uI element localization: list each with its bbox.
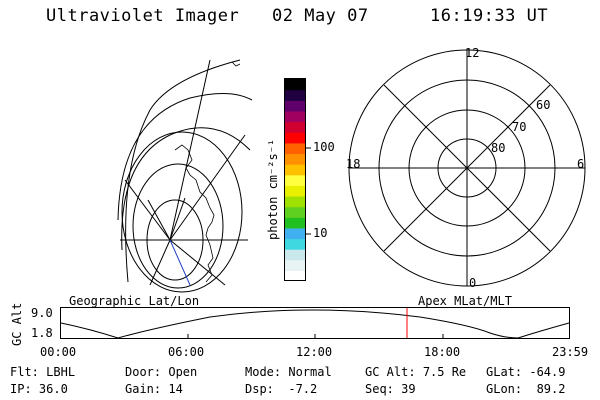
polar-meridian — [383, 84, 551, 252]
colorbar-stripe — [285, 79, 305, 91]
colorbar-stripe — [285, 121, 305, 133]
status-filter-label: Flt: — [10, 365, 39, 379]
map-lat-ring — [121, 131, 243, 293]
status-gain-label: Gain: — [125, 382, 162, 396]
status-ip: IP: 36.0 — [10, 382, 68, 396]
mlt-label-6: 6 — [577, 157, 585, 171]
colorbar-stripe — [285, 110, 305, 123]
status-gain: Gain: 14 — [125, 382, 183, 396]
colorbar-stripe — [285, 142, 305, 155]
status-dsp: Dsp: -7.2 — [245, 382, 317, 396]
colorbar-stripe — [285, 132, 305, 144]
status-seq: Seq: 39 — [365, 382, 416, 396]
status-seq-label: Seq: — [365, 382, 394, 396]
colorbar-stripe — [285, 185, 305, 197]
status-ip-value: 36.0 — [38, 382, 68, 396]
colorbar-stripe — [285, 238, 305, 250]
colorbar-stripe — [285, 164, 305, 176]
coastline — [174, 144, 215, 283]
status-ip-label: IP: — [10, 382, 32, 396]
status-gain-value: 14 — [168, 382, 183, 396]
colorbar-tick-10: 10 — [313, 226, 328, 240]
timeline-right-label: Apex MLat/MLT — [418, 294, 512, 308]
timeline-frame — [60, 307, 570, 339]
status-gc-alt-value: 7.5 Re — [422, 365, 467, 379]
mlt-label-12: 12 — [465, 46, 480, 60]
status-filter-value: LBHL — [46, 365, 76, 379]
colorbar-stripe — [285, 259, 305, 271]
status-dsp-value: -7.2 — [288, 382, 318, 396]
status-seq-value: 39 — [401, 382, 416, 396]
colorbar-frame — [284, 78, 306, 281]
status-glat: GLat: -64.9 — [486, 365, 565, 379]
status-filter: Flt: LBHL — [10, 365, 75, 379]
timeline-left-label: Geographic Lat/Lon — [69, 294, 200, 308]
status-glat-value: -64.9 — [529, 365, 566, 379]
mlt-label-0: 0 — [469, 276, 477, 290]
map-lat-ring — [132, 163, 224, 289]
timeline-xtick-1: 06:00 — [168, 345, 205, 359]
status-dsp-label: Dsp: — [245, 382, 274, 396]
altitude-timeline — [60, 307, 570, 339]
colorbar-tick-100: 100 — [313, 140, 335, 154]
header-date: 02 May 07 — [272, 6, 369, 26]
status-mode-label: Mode: — [245, 365, 282, 379]
map-meridian — [169, 134, 246, 241]
altitude-curve — [60, 309, 570, 339]
timeline-xtick-0: 00:00 — [40, 345, 77, 359]
colorbar-unit-label: photon cm⁻²s⁻¹ — [266, 138, 280, 240]
map-meridian — [124, 179, 171, 241]
colorbar-stripe — [285, 100, 305, 112]
lat-label-80: 80 — [491, 141, 506, 155]
status-door: Door: Open — [125, 365, 197, 379]
colorbar-stripe — [285, 153, 305, 165]
coastline — [231, 61, 241, 67]
timeline-xtick-3: 18:00 — [424, 345, 461, 359]
status-door-label: Door: — [125, 365, 162, 379]
status-gc-alt: GC Alt: 7.5 Re — [365, 365, 466, 379]
colorbar-stripe — [285, 206, 305, 218]
timeline-ytick-low: 1.8 — [31, 326, 53, 340]
status-glon: GLon: 89.2 — [486, 382, 565, 396]
map-lat-ring — [117, 92, 253, 221]
timeline-xtick-4: 23:59 — [552, 345, 589, 359]
colorbar-stripe — [285, 195, 305, 208]
status-mode: Mode: Normal — [245, 365, 332, 379]
map-meridian — [169, 197, 186, 241]
colorbar-stripe — [285, 89, 305, 101]
map-meridian — [149, 239, 171, 286]
instrument-title: Ultraviolet Imager — [46, 6, 240, 26]
status-glon-value: 89.2 — [536, 382, 566, 396]
colorbar-stripe — [285, 174, 305, 186]
map-lat-ring — [125, 59, 241, 283]
lat-label-70: 70 — [512, 120, 527, 134]
mlt-label-18: 18 — [346, 157, 361, 171]
map-meridian — [147, 199, 171, 241]
colorbar-stripe — [285, 270, 305, 282]
status-gc-alt-label: GC Alt: — [365, 365, 416, 379]
lat-label-60: 60 — [536, 98, 551, 112]
colorbar-stripe — [285, 249, 305, 261]
colorbar-stripe — [285, 217, 305, 229]
polar-plot — [348, 49, 586, 287]
status-door-value: Open — [168, 365, 198, 379]
header-time: 16:19:33 UT — [430, 6, 549, 26]
status-glon-label: GLon: — [486, 382, 523, 396]
status-glat-label: GLat: — [486, 365, 523, 379]
map-meridian — [169, 59, 211, 241]
map-trace-line — [169, 239, 191, 286]
colorbar — [284, 78, 311, 282]
map-lat-ring — [121, 127, 251, 251]
status-mode-value: Normal — [288, 365, 332, 379]
map-meridian — [169, 239, 226, 286]
timeline-y-axis-label: GC Alt — [10, 302, 24, 346]
timeline-ytick-high: 9.0 — [31, 306, 53, 320]
colorbar-stripe — [285, 227, 305, 240]
timeline-xtick-2: 12:00 — [296, 345, 333, 359]
